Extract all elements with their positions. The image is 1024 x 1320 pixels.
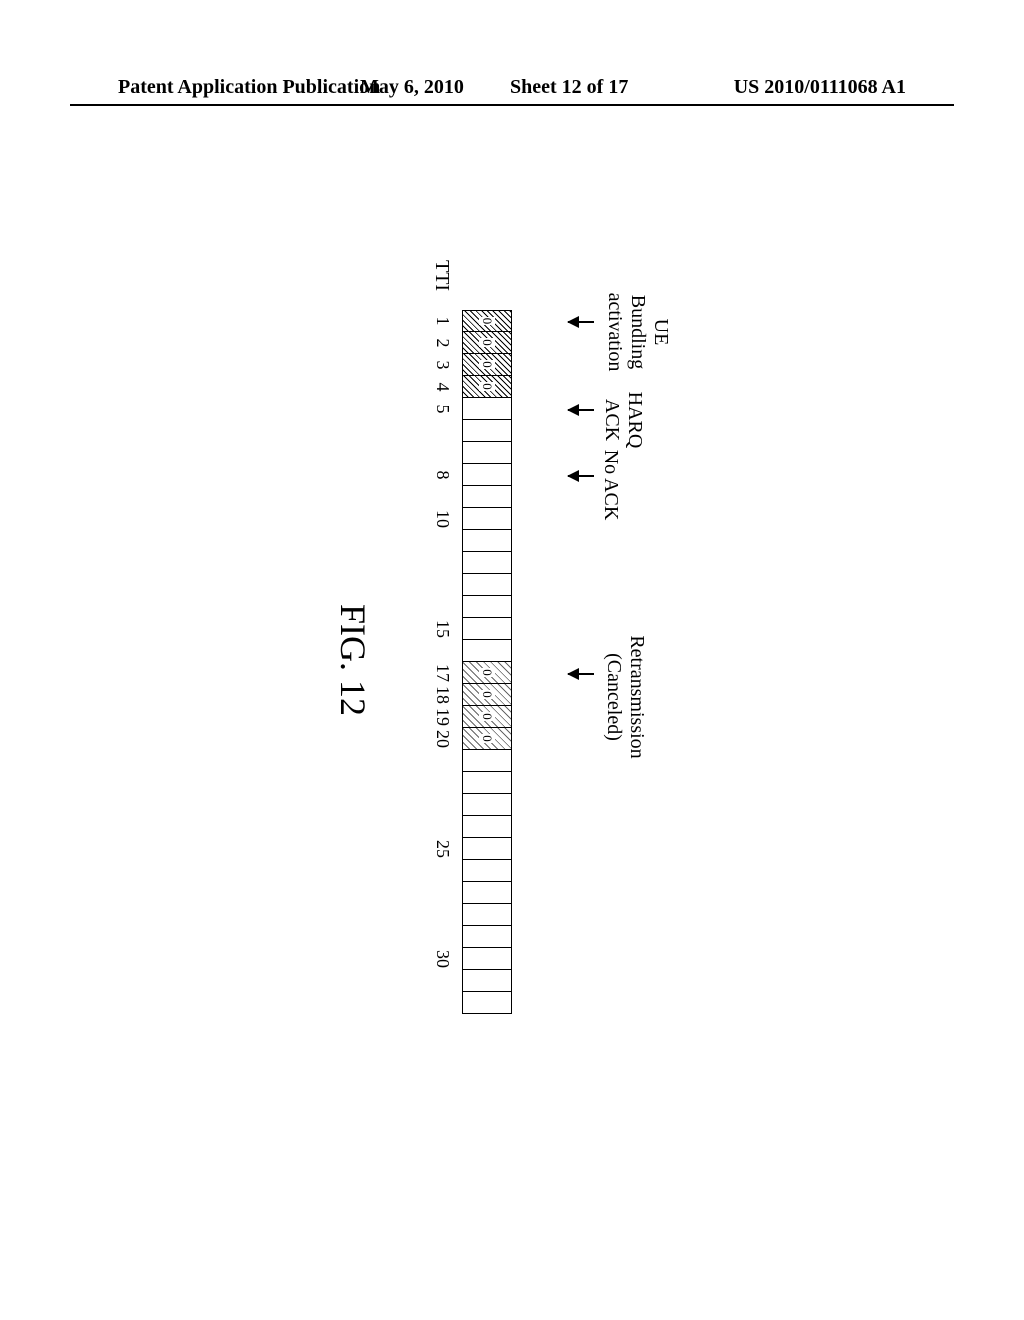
ue-line3: activation [603, 272, 626, 392]
tti-cell-value: 0 [479, 712, 495, 721]
tti-cell-24 [462, 816, 512, 838]
annotation-retransmission: Retransmission (Canceled) [602, 622, 648, 772]
tti-label-17: 17 [432, 662, 453, 684]
tti-cell-25 [462, 838, 512, 860]
tti-label-13 [432, 574, 453, 596]
tti-label-30: 30 [432, 948, 453, 970]
ue-line1: UE [649, 272, 672, 392]
tti-label-14 [432, 596, 453, 618]
arrow-ue-bundling [568, 321, 594, 323]
tti-label-8: 8 [432, 464, 453, 486]
tti-cell-6 [462, 420, 512, 442]
tti-grid: 0 0 0 0 0 0 0 0 [462, 310, 512, 1014]
tti-cell-20: 0 [462, 728, 512, 750]
tti-cell-15 [462, 618, 512, 640]
tti-label-15: 15 [432, 618, 453, 640]
tti-label-9 [432, 486, 453, 508]
annotation-ue-bundling: UE Bundling activation [603, 272, 672, 392]
tti-cell-7 [462, 442, 512, 464]
tti-cell-30 [462, 948, 512, 970]
tti-cell-16 [462, 640, 512, 662]
tti-label-26 [432, 860, 453, 882]
tti-label-31 [432, 970, 453, 992]
tti-label-10: 10 [432, 508, 453, 530]
harq-line1: HARQ [623, 380, 646, 460]
tti-cell-value: 0 [479, 360, 495, 369]
tti-cell-10 [462, 508, 512, 530]
noack-line: No ACK [599, 440, 622, 530]
tti-cell-12 [462, 552, 512, 574]
header-sheet: Sheet 12 of 17 [510, 76, 628, 99]
tti-cell-value: 0 [479, 382, 495, 391]
header-date: May 6, 2010 [360, 76, 464, 99]
tti-label-21 [432, 750, 453, 772]
tti-label-19: 19 [432, 706, 453, 728]
tti-label-23 [432, 794, 453, 816]
tti-cell-9 [462, 486, 512, 508]
tti-cell-27 [462, 882, 512, 904]
header-pub-type: Patent Application Publication [118, 76, 380, 99]
tti-cell-26 [462, 860, 512, 882]
tti-prefix-label: TTI [430, 260, 453, 291]
tti-label-16 [432, 640, 453, 662]
tti-label-12 [432, 552, 453, 574]
arrow-no-ack [568, 475, 594, 477]
tti-label-20: 20 [432, 728, 453, 750]
annotation-no-ack: No ACK [599, 440, 622, 530]
tti-label-18: 18 [432, 684, 453, 706]
tti-label-22 [432, 772, 453, 794]
tti-label-27 [432, 882, 453, 904]
tti-cell-28 [462, 904, 512, 926]
tti-cell-14 [462, 596, 512, 618]
tti-label-11 [432, 530, 453, 552]
tti-cell-21 [462, 750, 512, 772]
tti-axis-labels: 12345 8 10 15 17181920 25 30 [432, 310, 453, 1014]
tti-cell-3: 0 [462, 354, 512, 376]
tti-cell-19: 0 [462, 706, 512, 728]
tti-label-28 [432, 904, 453, 926]
tti-cell-value: 0 [479, 734, 495, 743]
tti-label-7 [432, 442, 453, 464]
retrans-line2: (Canceled) [602, 622, 625, 772]
arrow-harq-ack [568, 409, 594, 411]
tti-cell-32 [462, 992, 512, 1014]
tti-cell-value: 0 [479, 317, 495, 326]
tti-cell-2: 0 [462, 332, 512, 354]
tti-cell-4: 0 [462, 376, 512, 398]
tti-cell-1: 0 [462, 310, 512, 332]
tti-label-3: 3 [432, 354, 453, 376]
figure-caption: FIG. 12 [332, 604, 374, 716]
tti-label-4: 4 [432, 376, 453, 398]
tti-label-29 [432, 926, 453, 948]
tti-label-5: 5 [432, 398, 453, 420]
tti-cell-29 [462, 926, 512, 948]
header-rule [70, 104, 954, 106]
tti-cell-value: 0 [479, 668, 495, 677]
tti-cell-31 [462, 970, 512, 992]
retrans-line1: Retransmission [625, 622, 648, 772]
tti-cell-18: 0 [462, 684, 512, 706]
tti-cell-value: 0 [479, 338, 495, 347]
tti-label-1: 1 [432, 310, 453, 332]
tti-label-24 [432, 816, 453, 838]
tti-label-32 [432, 992, 453, 1014]
tti-cell-22 [462, 772, 512, 794]
tti-label-6 [432, 420, 453, 442]
tti-label-2: 2 [432, 332, 453, 354]
tti-cell-value: 0 [479, 690, 495, 699]
tti-cell-5 [462, 398, 512, 420]
ue-line2: Bundling [626, 272, 649, 392]
tti-cell-11 [462, 530, 512, 552]
figure-rotated-container: UE Bundling activation HARQ ACK No ACK R… [312, 250, 712, 1070]
tti-label-25: 25 [432, 838, 453, 860]
tti-cell-23 [462, 794, 512, 816]
tti-cell-8 [462, 464, 512, 486]
tti-cell-17: 0 [462, 662, 512, 684]
arrow-retransmission [568, 673, 594, 675]
header-pubno: US 2010/0111068 A1 [734, 76, 906, 99]
tti-cell-13 [462, 574, 512, 596]
